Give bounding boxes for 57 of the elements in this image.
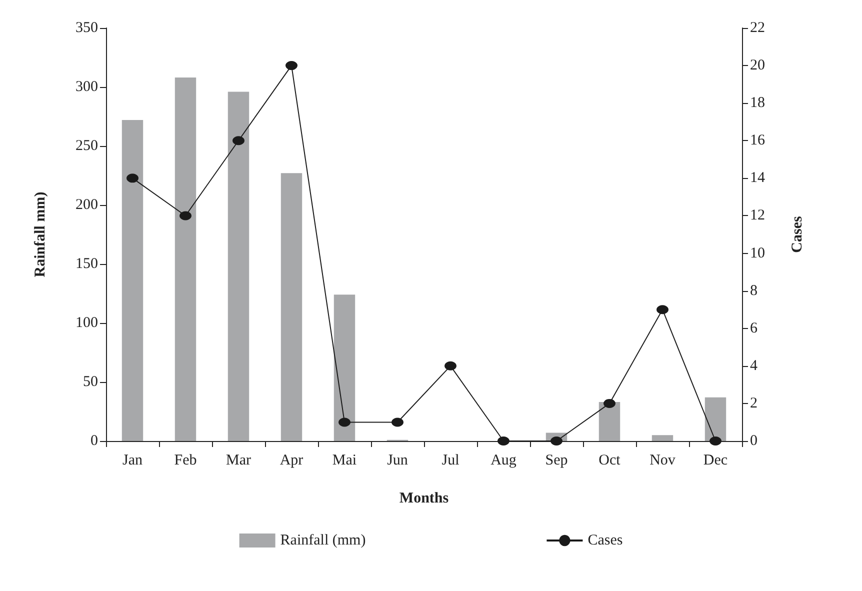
x-tick-label: Mai (332, 452, 357, 468)
x-tick-label: Jan (122, 452, 143, 468)
bar (704, 397, 726, 441)
y2-tick-label: 14 (750, 170, 766, 186)
x-tick-label: Aug (490, 452, 517, 468)
x-tick-label: Sep (545, 452, 568, 468)
y2-tick-label: 10 (750, 245, 765, 262)
x-tick-label: Dec (703, 452, 728, 468)
y2-tick-label: 2 (750, 395, 758, 412)
point (286, 61, 298, 70)
y2-tick-label: 4 (750, 358, 758, 374)
y-tick-label: 100 (76, 315, 98, 331)
y2-tick-label: 20 (750, 58, 765, 74)
y-tick-label: 350 (76, 20, 98, 36)
point (656, 305, 668, 314)
y-tick-label: 200 (76, 197, 98, 213)
legend-label: Rainfall (mm) (280, 532, 366, 548)
point (180, 211, 192, 220)
point (126, 174, 138, 183)
x-tick-label: Jul (442, 452, 460, 468)
bar (280, 173, 302, 441)
y2-tick-label: 16 (750, 132, 766, 149)
y2-tick-label: 6 (750, 320, 758, 336)
point (392, 418, 404, 427)
y2-tick-label: 22 (750, 20, 765, 36)
point (710, 436, 722, 446)
point (232, 136, 244, 146)
point (550, 436, 562, 446)
y-axis-title: Rainfall mm) (32, 192, 48, 278)
bar (122, 120, 144, 441)
legend-label: Cases (588, 532, 623, 548)
y2-tick-label: 8 (750, 282, 758, 299)
y-tick-label: 250 (76, 138, 98, 154)
point (498, 436, 510, 446)
point (338, 418, 350, 427)
bar (652, 435, 674, 441)
x-tick-label: Jun (387, 452, 408, 468)
y-tick-label: 300 (76, 79, 98, 95)
x-tick-label: Apr (280, 452, 304, 468)
x-tick-label: Nov (650, 452, 676, 468)
point (444, 361, 456, 370)
y-tick-label: 150 (76, 256, 98, 272)
bar (174, 78, 196, 441)
y2-tick-label: 12 (750, 208, 765, 224)
x-tick-label: Mar (226, 452, 251, 468)
y-tick-label: 50 (83, 374, 98, 390)
y2-tick-label: 0 (750, 433, 758, 449)
x-axis-title: Months (399, 490, 449, 506)
point (604, 398, 616, 408)
x-tick-label: Oct (598, 452, 622, 468)
bar (228, 92, 250, 441)
x-tick-label: Feb (174, 452, 197, 468)
y2-axis-title: Cases (790, 216, 806, 253)
y-tick-label: 0 (90, 433, 98, 449)
bar (598, 402, 620, 441)
bar (334, 294, 356, 441)
y2-tick-label: 18 (750, 95, 765, 112)
